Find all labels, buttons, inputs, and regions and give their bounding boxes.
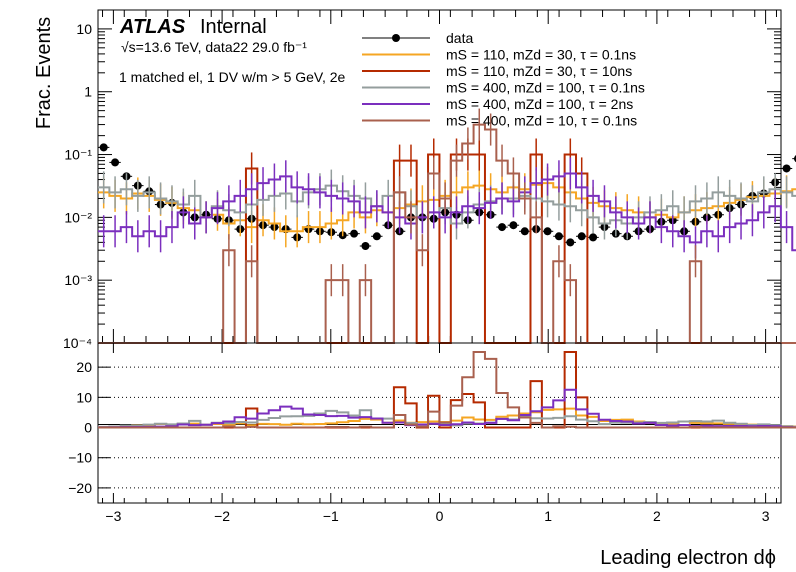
legend-label: mS = 400, mZd = 100, τ = 2ns (446, 96, 633, 112)
data-point (577, 232, 586, 241)
data-point (520, 227, 529, 236)
legend-item: mS = 400, mZd = 100, τ = 0.1ns (362, 80, 645, 96)
x-axis-label: Leading electron dϕ (600, 547, 776, 569)
y-tick-label: 10 (76, 21, 92, 37)
x-tick-label: −2 (214, 508, 230, 524)
y-tick-label: 10⁻³ (64, 272, 92, 288)
ratio-y-tick-label: 10 (76, 389, 92, 405)
ratio-step-line (98, 388, 796, 429)
data-point (554, 232, 563, 241)
legend-item: data (362, 30, 473, 46)
energy-label: √s=13.6 TeV, data22 29.0 fb⁻¹ (121, 39, 307, 55)
ratio-step-line (98, 351, 796, 429)
data-point (350, 229, 359, 238)
ratio-series (98, 351, 796, 429)
series-mS400_mZd100_tau2 (98, 157, 796, 259)
data-point (509, 221, 518, 230)
ratio-y-tick-label: 0 (84, 420, 92, 436)
series-mS400_mZd100_tau0p1 (98, 169, 796, 240)
data-point (793, 155, 796, 163)
x-tick-label: −3 (105, 508, 121, 524)
data-point (589, 233, 598, 242)
series-step-line (98, 123, 796, 344)
series-step-line (98, 184, 796, 225)
series-mS400_mZd10_tau0p1 (98, 108, 796, 344)
legend-item: mS = 110, mZd = 30, τ = 10ns (362, 63, 632, 79)
legend-item: mS = 400, mZd = 100, τ = 2ns (362, 96, 633, 112)
legend-label: mS = 400, mZd = 100, τ = 0.1ns (446, 80, 645, 96)
data-point (99, 143, 108, 152)
main-series (98, 108, 796, 344)
data-point (543, 227, 552, 236)
ratio-y-tick-label: −20 (68, 480, 92, 496)
selection-label: 1 matched el, 1 DV w/m > 5 GeV, 2e (119, 69, 346, 85)
series-step-line (98, 153, 796, 344)
y-tick-label: 10⁻² (64, 209, 92, 225)
legend-item: mS = 110, mZd = 30, τ = 0.1ns (362, 47, 636, 63)
data-point (498, 223, 507, 232)
series-step-line (98, 172, 796, 252)
legend-label: data (446, 30, 473, 46)
data-point (361, 242, 370, 251)
legend-label: mS = 400, mZd = 10, τ = 0.1ns (446, 113, 637, 129)
legend-item: mS = 400, mZd = 10, τ = 0.1ns (362, 113, 637, 129)
x-tick-label: 1 (544, 508, 552, 524)
legend-marker (392, 34, 400, 42)
y-tick-label: 10⁻¹ (64, 147, 92, 163)
legend-label: mS = 110, mZd = 30, τ = 10ns (446, 63, 632, 79)
ratio-y-tick-label: 20 (76, 359, 92, 375)
data-point (372, 232, 381, 241)
data-point (566, 238, 575, 247)
data-point (111, 158, 120, 167)
x-tick-label: 3 (762, 508, 770, 524)
series-mS110_mZd30_tau10 (98, 138, 796, 344)
ratio-step-line (98, 351, 796, 429)
x-tick-label: 2 (653, 508, 661, 524)
status-label: Internal (200, 16, 267, 38)
main-axes: 10 1 10⁻¹ 10⁻² 10⁻³ 10⁻⁴ (63, 10, 781, 351)
legend-label: mS = 110, mZd = 30, τ = 0.1ns (446, 47, 636, 63)
data-point (782, 164, 791, 173)
x-tick-label: 0 (436, 508, 444, 524)
ratio-y-tick-label: −10 (68, 450, 92, 466)
y-tick-label: 1 (84, 84, 92, 100)
y-tick-label: 10⁻⁴ (63, 335, 92, 351)
x-tick-label: −1 (323, 508, 339, 524)
ratio-series-mS400_mZd10_tau0p1 (98, 351, 796, 429)
y-axis-label: Frac. Events (33, 17, 55, 129)
ratio-series-mS110_mZd30_tau10 (98, 351, 796, 429)
ratio-series-mS400_mZd100_tau2 (98, 388, 796, 429)
experiment-label: ATLAS (119, 16, 186, 38)
